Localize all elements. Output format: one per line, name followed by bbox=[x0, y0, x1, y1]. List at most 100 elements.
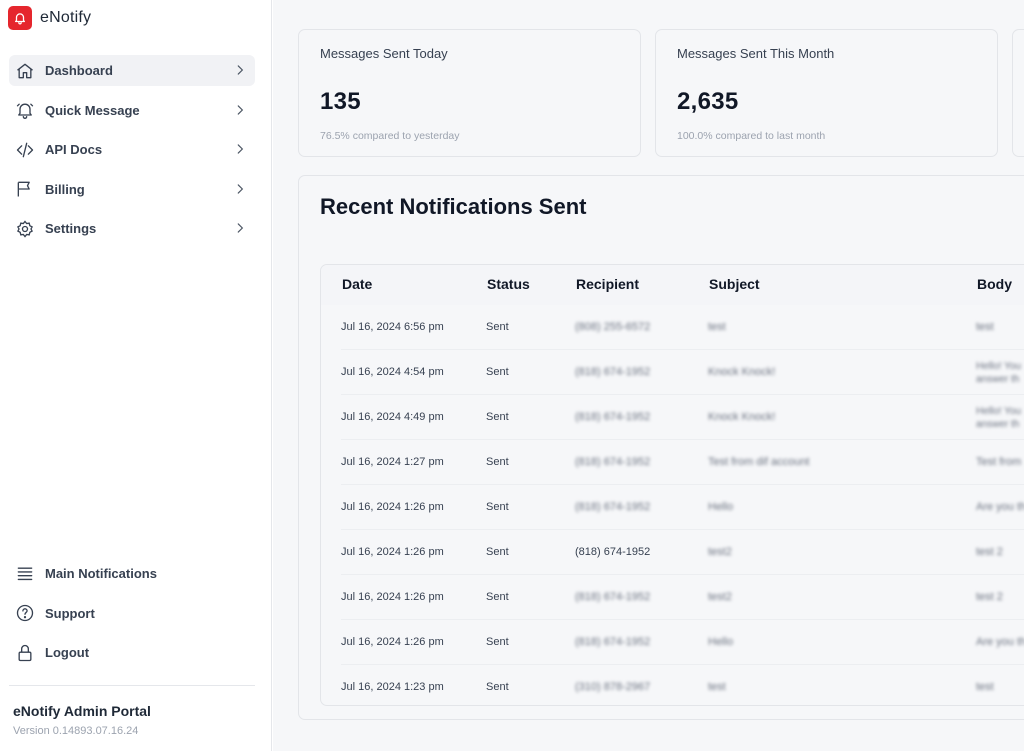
chevron-right-icon bbox=[237, 223, 244, 233]
portal-name: eNotify Admin Portal bbox=[13, 703, 151, 719]
sidebar: eNotify Dashboard Quick Message API Docs bbox=[0, 0, 272, 751]
sidebar-item-label: Billing bbox=[45, 181, 85, 197]
cell-subject: Hello bbox=[708, 636, 734, 648]
cell-status: Sent bbox=[486, 366, 509, 378]
chevron-right-icon bbox=[237, 104, 244, 115]
cell-recipient: (818) 674-1952 bbox=[575, 636, 651, 648]
cell-date: Jul 16, 2024 1:27 pm bbox=[341, 456, 444, 468]
column-header-subject[interactable]: Subject bbox=[709, 276, 760, 292]
cell-body-line: Hello! You bbox=[976, 361, 1022, 372]
sidebar-item-label: Settings bbox=[45, 221, 97, 236]
cell-recipient: (818) 674-1952 bbox=[575, 456, 651, 468]
sidebar-item-settings[interactable]: Settings bbox=[9, 213, 255, 244]
cell-subject: test bbox=[708, 681, 726, 693]
sidebar-item-label: API Docs bbox=[45, 142, 103, 157]
cell-body-line: Are you th bbox=[976, 501, 1024, 513]
home-icon bbox=[15, 61, 35, 81]
cell-recipient: (310) 878-2967 bbox=[575, 681, 651, 693]
portal-version: Version 0.14893.07.16.24 bbox=[13, 725, 139, 737]
cell-status: Sent bbox=[486, 456, 509, 468]
cell-status: Sent bbox=[486, 546, 509, 558]
table-row[interactable]: Jul 16, 2024 1:26 pm Sent (818) 674-1952 te… bbox=[341, 530, 1024, 575]
sidebar-item-quick-message[interactable]: Quick Message bbox=[9, 95, 255, 126]
column-header-date[interactable]: Date bbox=[342, 276, 373, 292]
cell-date: Jul 16, 2024 1:26 pm bbox=[341, 591, 444, 603]
cell-body: Hello! You answer th bbox=[976, 405, 1021, 431]
table-row[interactable]: Jul 16, 2024 1:23 pm Sent (310) 878-2967 te… bbox=[341, 665, 1024, 705]
flag-icon bbox=[15, 179, 35, 199]
stat-card-partial bbox=[1012, 29, 1024, 157]
cell-status: Sent bbox=[486, 501, 509, 513]
table-row[interactable]: Jul 16, 2024 1:26 pm Sent (818) 674-1952 He… bbox=[341, 485, 1024, 530]
sidebar-item-logout[interactable]: Logout bbox=[9, 637, 255, 668]
cell-subject: test2 bbox=[708, 591, 732, 603]
table-row[interactable]: Jul 16, 2024 1:26 pm Sent (818) 674-1952 te… bbox=[341, 575, 1024, 620]
stat-value: 135 bbox=[320, 88, 361, 115]
chevron-right-icon bbox=[237, 183, 244, 194]
cell-date: Jul 16, 2024 1:26 pm bbox=[341, 501, 444, 513]
cell-body: test 2 bbox=[976, 591, 1003, 604]
column-header-status[interactable]: Status bbox=[487, 276, 530, 292]
list-icon bbox=[15, 564, 35, 584]
sidebar-item-dashboard[interactable]: Dashboard bbox=[9, 55, 255, 86]
cell-status: Sent bbox=[486, 411, 509, 423]
stat-note: 76.5% compared to yesterday bbox=[320, 130, 460, 142]
cell-body-line: answer th bbox=[976, 374, 1020, 385]
table-row[interactable]: Jul 16, 2024 4:54 pm Sent (818) 674-1952 Kn… bbox=[341, 350, 1024, 395]
stat-card-month: Messages Sent This Month 2,635 100.0% co… bbox=[655, 29, 998, 157]
cell-subject: Hello bbox=[708, 501, 734, 513]
sidebar-bottom-nav: Main Notifications Support Logout bbox=[9, 558, 255, 677]
chevron-right-icon bbox=[237, 65, 244, 75]
cell-subject: Knock Knock! bbox=[708, 366, 776, 378]
brand[interactable]: eNotify bbox=[8, 6, 91, 30]
code-icon bbox=[15, 140, 35, 160]
stat-card-today: Messages Sent Today 135 76.5% compared t… bbox=[298, 29, 641, 157]
sidebar-item-label: Quick Message bbox=[45, 102, 140, 118]
cell-body-line: test 2 bbox=[976, 591, 1003, 603]
sidebar-item-support[interactable]: Support bbox=[9, 598, 255, 629]
cell-recipient: (808) 255-6572 bbox=[575, 321, 651, 333]
column-header-recipient[interactable]: Recipient bbox=[576, 276, 640, 292]
sidebar-item-api-docs[interactable]: API Docs bbox=[9, 134, 255, 165]
cell-subject: Knock Knock! bbox=[708, 411, 776, 423]
cell-body: Are you th bbox=[976, 636, 1024, 649]
cell-date: Jul 16, 2024 6:56 pm bbox=[341, 321, 444, 333]
table-row[interactable]: Jul 16, 2024 1:27 pm Sent (818) 674-1952 Te… bbox=[341, 440, 1024, 485]
cell-subject: test bbox=[708, 321, 726, 333]
cell-status: Sent bbox=[486, 681, 509, 693]
cell-body: test 2 bbox=[976, 546, 1003, 559]
lock-icon bbox=[15, 643, 35, 663]
notifications-table: Date Status Recipient Subject Body Jul 1… bbox=[320, 264, 1024, 706]
cell-status: Sent bbox=[486, 636, 509, 648]
cell-recipient: (818) 674-1952 bbox=[575, 411, 651, 423]
sidebar-item-label: Dashboard bbox=[45, 63, 113, 78]
help-circle-icon bbox=[15, 603, 35, 623]
cell-date: Jul 16, 2024 4:54 pm bbox=[341, 366, 444, 378]
cell-body: test bbox=[976, 321, 994, 334]
sidebar-nav: Dashboard Quick Message API Docs Billing bbox=[9, 55, 255, 253]
sidebar-item-label: Main Notifications bbox=[45, 566, 157, 581]
table-row[interactable]: Jul 16, 2024 4:49 pm Sent (818) 674-1952 Kn… bbox=[341, 395, 1024, 440]
cell-date: Jul 16, 2024 1:26 pm bbox=[341, 636, 444, 648]
cell-recipient: (818) 674-1952 bbox=[575, 501, 651, 513]
sidebar-item-main-notifications[interactable]: Main Notifications bbox=[9, 558, 255, 589]
cell-body-line: Are you th bbox=[976, 636, 1024, 648]
table-header: Date Status Recipient Subject Body bbox=[321, 265, 1024, 305]
bell-icon bbox=[15, 100, 35, 120]
sidebar-item-label: Support bbox=[45, 605, 95, 621]
cell-recipient: (818) 674-1952 bbox=[575, 591, 651, 603]
table-row[interactable]: Jul 16, 2024 6:56 pm Sent (808) 255-6572 te… bbox=[341, 305, 1024, 350]
cell-recipient: (818) 674-1952 bbox=[575, 366, 651, 378]
column-header-body[interactable]: Body bbox=[977, 276, 1012, 292]
cell-subject: test2 bbox=[708, 546, 732, 558]
cell-body-line: test bbox=[976, 321, 994, 333]
app-name: eNotify bbox=[40, 9, 92, 26]
cell-body-line: test bbox=[976, 681, 994, 693]
sidebar-item-billing[interactable]: Billing bbox=[9, 174, 255, 205]
cell-body: Hello! You answer th bbox=[976, 360, 1021, 386]
table-row[interactable]: Jul 16, 2024 1:26 pm Sent (818) 674-1952 He… bbox=[341, 620, 1024, 665]
cell-date: Jul 16, 2024 1:26 pm bbox=[341, 546, 444, 558]
cell-status: Sent bbox=[486, 321, 509, 333]
cell-body-line: Test from bbox=[976, 456, 1022, 468]
stat-title: Messages Sent Today bbox=[320, 46, 448, 61]
